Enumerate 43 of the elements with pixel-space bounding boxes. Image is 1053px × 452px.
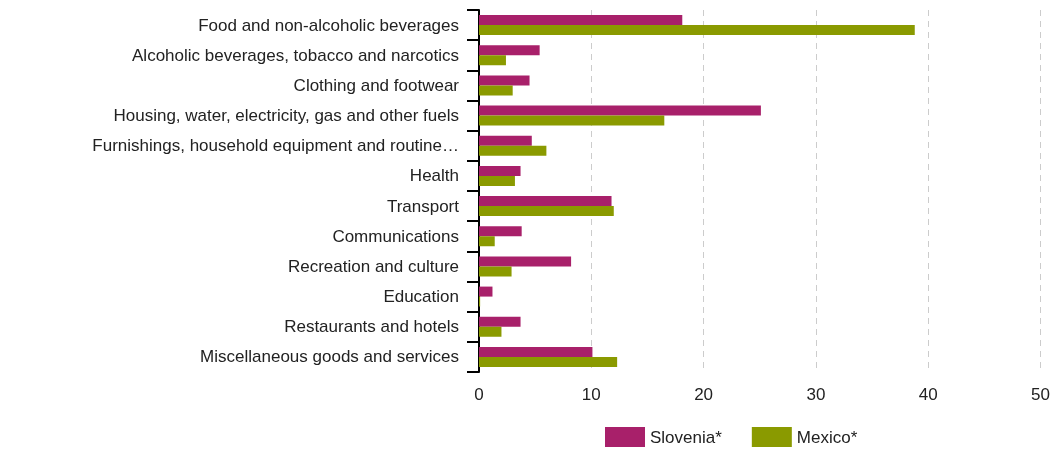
y-tick-label: Furnishings, household equipment and routine… <box>92 136 459 156</box>
bar <box>479 175 515 186</box>
y-tick-label: Miscellaneous goods and services <box>200 347 459 367</box>
x-tick-label: 50 <box>1031 385 1051 404</box>
bar <box>479 85 513 96</box>
bar <box>479 55 506 66</box>
y-tick-label: Food and non-alcoholic beverages <box>198 15 459 35</box>
x-tick-label: 0 <box>474 385 484 404</box>
bar <box>479 15 683 26</box>
x-tick-label: 30 <box>806 385 826 404</box>
bar <box>479 165 521 176</box>
bar <box>479 25 915 36</box>
bar <box>479 356 618 367</box>
x-tick-label: 20 <box>694 385 714 404</box>
bar <box>479 206 614 217</box>
y-tick-label: Health <box>409 166 459 186</box>
bar <box>479 236 495 247</box>
x-tick-label: 10 <box>581 385 601 404</box>
bar <box>479 256 572 267</box>
bar <box>479 226 522 237</box>
bar <box>479 45 540 56</box>
legend-label: Slovenia* <box>650 427 723 447</box>
bar <box>479 75 530 86</box>
bar <box>479 115 665 126</box>
y-tick-label: Clothing and footwear <box>293 75 460 95</box>
y-tick-label: Transport <box>386 196 460 216</box>
bar <box>479 145 547 156</box>
bar <box>479 135 532 146</box>
y-tick-label: Recreation and culture <box>287 256 459 276</box>
x-tick-label: 40 <box>918 385 938 404</box>
y-tick-label: Housing, water, electricity, gas and other fuels <box>113 106 459 126</box>
legend-label: Mexico* <box>796 427 858 447</box>
y-tick-label: Communications <box>332 226 459 246</box>
y-tick-label: Restaurants and hotels <box>284 317 459 337</box>
bar <box>479 105 761 116</box>
bar <box>479 266 512 277</box>
bar <box>479 346 593 357</box>
y-tick-label: Alcoholic beverages, tobacco and narcotics <box>132 45 459 65</box>
bar <box>479 326 502 337</box>
y-tick-label: Education <box>383 287 459 307</box>
bar <box>479 286 493 297</box>
bar <box>479 316 521 327</box>
bar <box>479 196 612 207</box>
